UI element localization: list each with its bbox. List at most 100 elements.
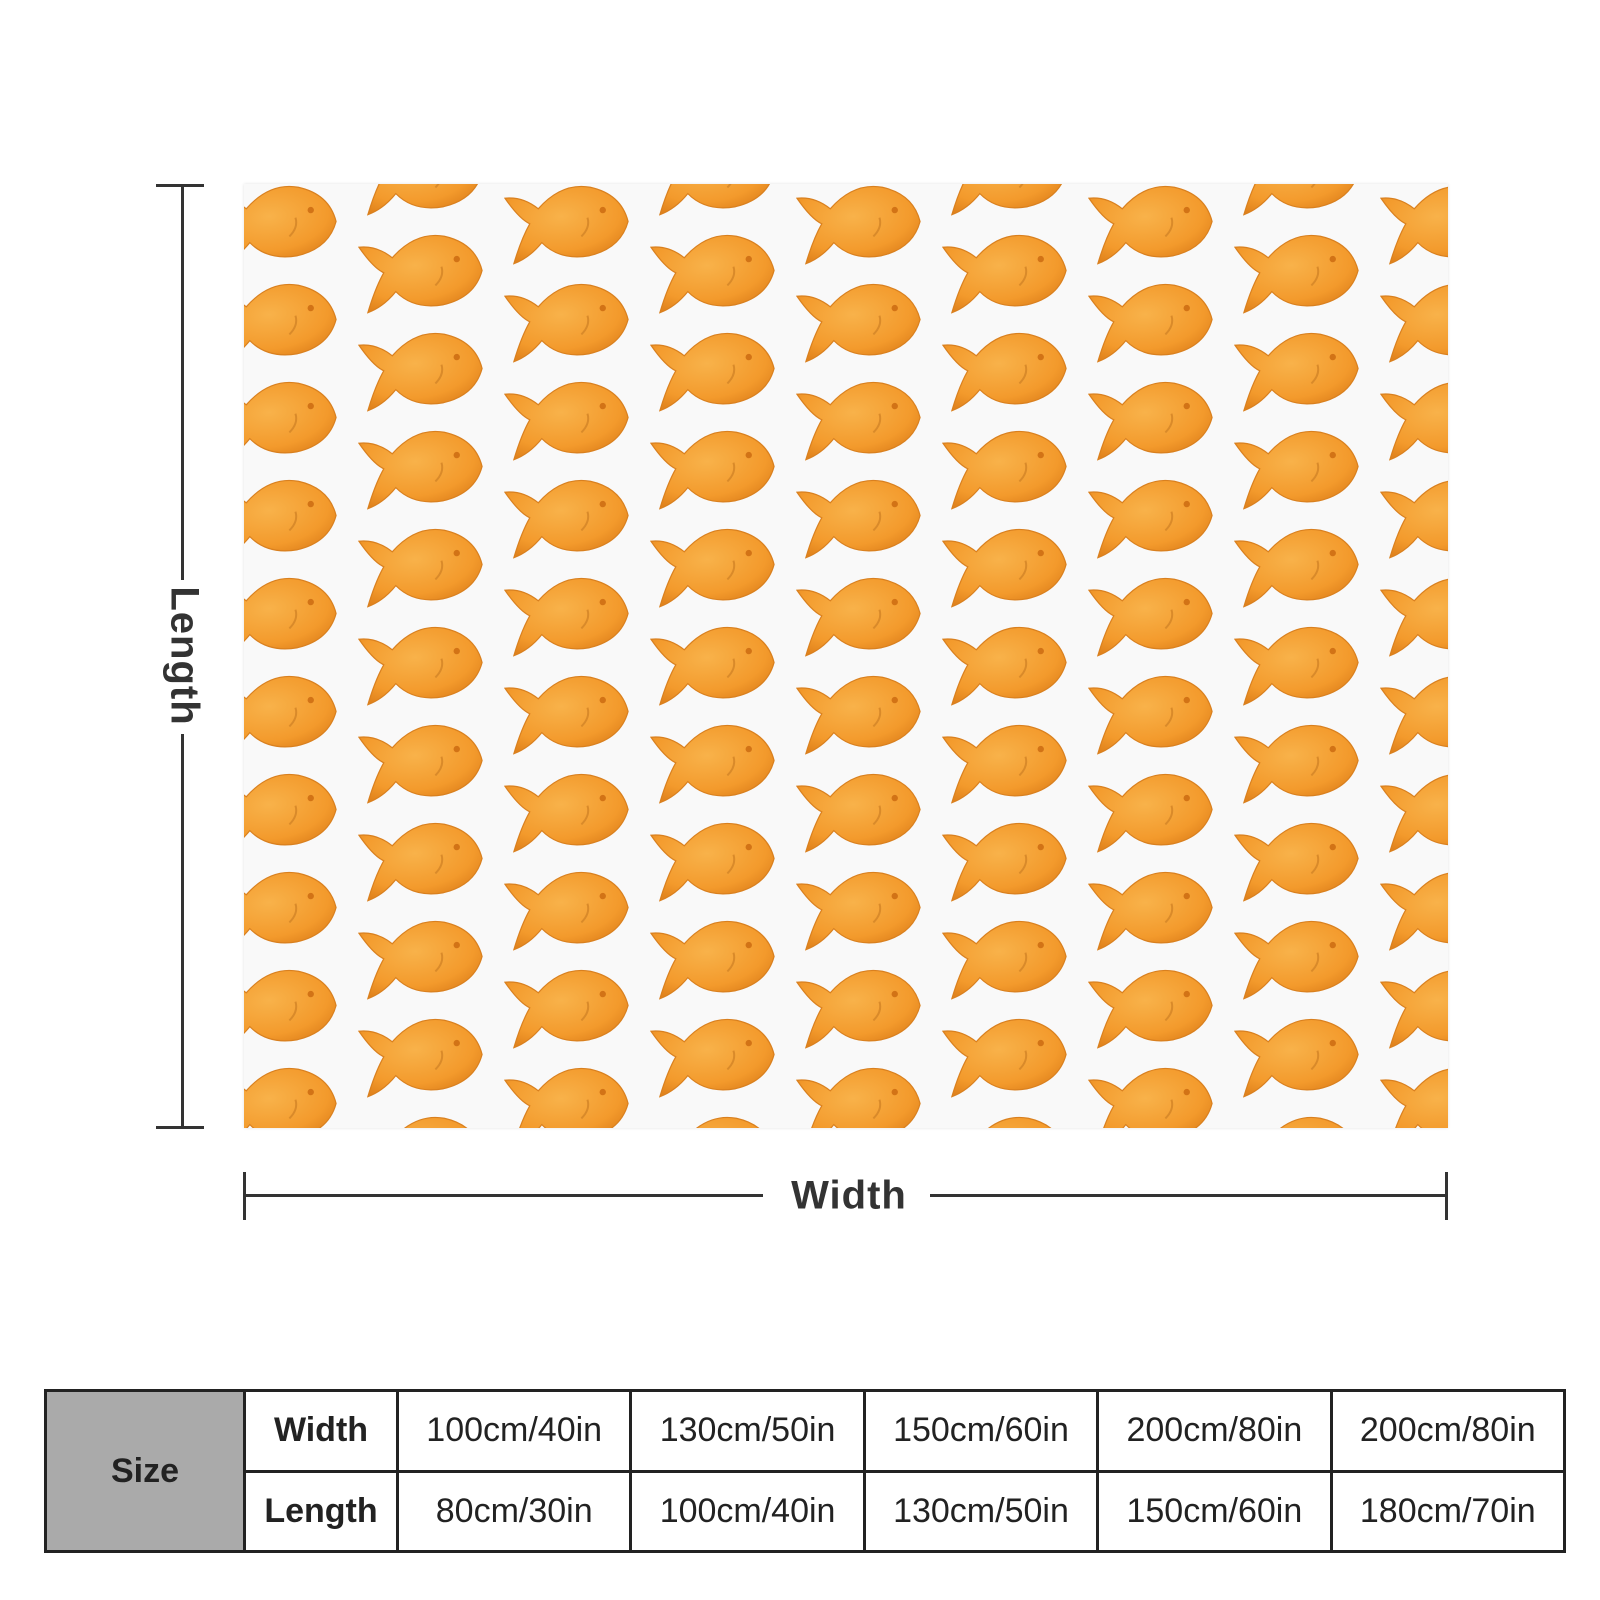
goldfish-cracker [503,474,633,560]
goldfish-cracker [649,817,779,903]
goldfish-cracker [1087,670,1217,756]
goldfish-cracker [503,184,633,266]
size-cell: 150cm/60in [862,1389,1100,1473]
goldfish-cracker [1233,229,1363,315]
goldfish-cracker [357,817,487,903]
goldfish-cracker [1087,964,1217,1050]
goldfish-cracker [1379,964,1448,1050]
goldfish-cracker [357,184,487,217]
length-row-label: Length [243,1469,399,1553]
goldfish-cracker [941,915,1071,1001]
goldfish-cracker [795,474,925,560]
goldfish-cracker [503,866,633,952]
goldfish-cracker [357,425,487,511]
goldfish-cracker [1087,1062,1217,1128]
goldfish-cracker [357,915,487,1001]
goldfish-cracker [649,621,779,707]
width-row-label: Width [243,1389,399,1473]
goldfish-cracker [1233,915,1363,1001]
goldfish-cracker [1379,768,1448,854]
goldfish-cracker [795,964,925,1050]
goldfish-cracker [1379,1062,1448,1128]
goldfish-cracker [1233,719,1363,805]
goldfish-cracker [941,184,1071,217]
goldfish-cracker [649,523,779,609]
width-dimension-line-left [243,1194,763,1197]
goldfish-cracker [795,768,925,854]
length-dimension-top-tick [156,184,204,187]
size-cell: 130cm/50in [629,1389,866,1473]
goldfish-cracker [244,474,341,560]
goldfish-cracker [795,1062,925,1128]
size-cell: 180cm/70in [1329,1469,1567,1553]
goldfish-cracker [795,278,925,364]
size-cell: 100cm/40in [629,1469,866,1553]
goldfish-cracker [1087,278,1217,364]
goldfish-cracker [1087,474,1217,560]
size-table-row-width: Size Width 100cm/40in 130cm/50in 150cm/6… [44,1389,1567,1553]
length-label: Length [162,586,207,726]
width-label: Width [791,1173,907,1218]
goldfish-cracker [941,719,1071,805]
goldfish-cracker [649,1111,779,1128]
length-dimension-line-lower [181,734,184,1128]
goldfish-cracker [244,572,341,658]
fish-layer [244,184,1448,1128]
goldfish-cracker [357,229,487,315]
goldfish-cracker [1379,670,1448,756]
goldfish-cracker [941,425,1071,511]
goldfish-cracker [795,376,925,462]
goldfish-cracker [1233,184,1363,217]
goldfish-cracker [941,621,1071,707]
goldfish-cracker [1379,572,1448,658]
goldfish-cracker [941,817,1071,903]
goldfish-cracker [1087,866,1217,952]
goldfish-cracker [649,229,779,315]
goldfish-cracker [244,1062,341,1128]
size-cell: 130cm/50in [862,1469,1100,1553]
goldfish-cracker [503,572,633,658]
goldfish-cracker [244,964,341,1050]
goldfish-cracker [1087,184,1217,266]
goldfish-cracker [1379,376,1448,462]
size-cell: 200cm/80in [1096,1389,1333,1473]
goldfish-cracker [1087,376,1217,462]
goldfish-cracker [1379,278,1448,364]
goldfish-cracker [503,670,633,756]
goldfish-cracker [941,327,1071,413]
goldfish-cracker [649,425,779,511]
size-cell: 150cm/60in [1096,1469,1333,1553]
goldfish-cracker [1233,621,1363,707]
goldfish-cracker [649,719,779,805]
goldfish-cracker [941,1013,1071,1099]
goldfish-cracker [941,1111,1071,1128]
goldfish-cracker [1379,184,1448,266]
goldfish-cracker [357,719,487,805]
blanket-preview [244,184,1448,1128]
goldfish-cracker [649,184,779,217]
goldfish-cracker [649,1013,779,1099]
goldfish-cracker [357,1111,487,1128]
goldfish-cracker [244,670,341,756]
goldfish-cracker [357,327,487,413]
goldfish-cracker [503,376,633,462]
goldfish-cracker [357,523,487,609]
goldfish-cracker [503,768,633,854]
goldfish-cracker [503,278,633,364]
size-cell: 80cm/30in [395,1469,633,1553]
goldfish-cracker [649,327,779,413]
goldfish-cracker [941,229,1071,315]
goldfish-cracker [1233,1013,1363,1099]
goldfish-cracker [503,1062,633,1128]
length-dimension-line-upper [181,184,184,580]
goldfish-cracker [795,184,925,266]
goldfish-cracker [1233,327,1363,413]
goldfish-cracker [795,866,925,952]
goldfish-cracker [1233,425,1363,511]
goldfish-cracker [1087,572,1217,658]
size-table: Size Width 100cm/40in 130cm/50in 150cm/6… [44,1389,1567,1553]
goldfish-cracker [244,376,341,462]
goldfish-cracker [1087,768,1217,854]
goldfish-pattern [244,184,1448,1128]
goldfish-cracker [795,670,925,756]
